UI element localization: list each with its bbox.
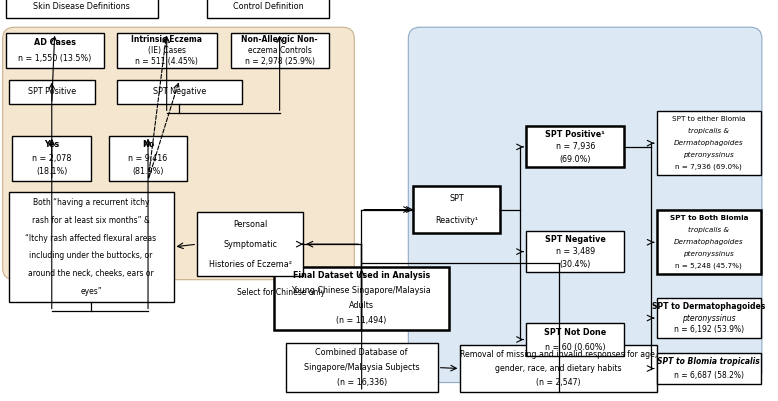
FancyBboxPatch shape bbox=[117, 79, 242, 104]
Text: n = 7,936: n = 7,936 bbox=[555, 142, 595, 152]
Text: around the neck, cheeks, ears or: around the neck, cheeks, ears or bbox=[28, 269, 154, 278]
Text: Removal of missing and invalid responses for age,: Removal of missing and invalid responses… bbox=[460, 350, 657, 358]
Text: n = 2,078: n = 2,078 bbox=[32, 154, 72, 163]
FancyBboxPatch shape bbox=[657, 352, 761, 385]
Text: SPT to Dermatophagoides: SPT to Dermatophagoides bbox=[652, 302, 766, 311]
Text: Combined Database of: Combined Database of bbox=[315, 348, 408, 357]
Text: including under the buttocks, or: including under the buttocks, or bbox=[30, 251, 152, 260]
Text: No: No bbox=[142, 140, 154, 149]
Text: Singapore/Malaysia Subjects: Singapore/Malaysia Subjects bbox=[304, 363, 419, 372]
FancyBboxPatch shape bbox=[230, 33, 329, 68]
Text: pteronyssinus: pteronyssinus bbox=[684, 152, 734, 158]
Text: Personal: Personal bbox=[233, 220, 268, 229]
FancyBboxPatch shape bbox=[657, 111, 761, 175]
Text: pteronyssinus: pteronyssinus bbox=[682, 314, 736, 322]
Text: (30.4%): (30.4%) bbox=[559, 259, 591, 269]
Text: n = 6,192 (53.9%): n = 6,192 (53.9%) bbox=[674, 325, 744, 334]
Text: Symptomatic: Symptomatic bbox=[223, 240, 277, 249]
Text: SPT Negative: SPT Negative bbox=[152, 87, 206, 96]
Text: Yes: Yes bbox=[44, 140, 59, 149]
Text: n = 6,687 (58.2%): n = 6,687 (58.2%) bbox=[674, 371, 744, 380]
Text: (n = 16,336): (n = 16,336) bbox=[337, 378, 387, 387]
Text: n = 1,550 (13.5%): n = 1,550 (13.5%) bbox=[18, 54, 91, 63]
FancyBboxPatch shape bbox=[12, 136, 91, 180]
Text: tropicalis &: tropicalis & bbox=[689, 227, 729, 233]
Text: pteronyssinus: pteronyssinus bbox=[684, 251, 734, 257]
FancyBboxPatch shape bbox=[9, 192, 173, 302]
Text: Final Dataset Used in Analysis: Final Dataset Used in Analysis bbox=[293, 271, 429, 280]
Text: SPT to Blomia tropicalis: SPT to Blomia tropicalis bbox=[657, 357, 760, 366]
Text: Skin Disease Definitions: Skin Disease Definitions bbox=[33, 2, 130, 11]
Text: SPT Positive: SPT Positive bbox=[28, 87, 75, 96]
Text: (n = 11,494): (n = 11,494) bbox=[336, 316, 387, 325]
Text: SPT to Both Blomia: SPT to Both Blomia bbox=[670, 215, 748, 221]
Text: SPT to either Blomia: SPT to either Blomia bbox=[672, 116, 745, 122]
FancyBboxPatch shape bbox=[413, 186, 499, 233]
Text: SPT: SPT bbox=[449, 194, 464, 203]
Text: Intrinsic Eczema: Intrinsic Eczema bbox=[131, 35, 202, 45]
Text: Histories of Eczema²: Histories of Eczema² bbox=[209, 259, 292, 269]
Text: Non-Allergic Non-: Non-Allergic Non- bbox=[241, 35, 318, 45]
Text: (IE) Cases: (IE) Cases bbox=[148, 46, 186, 55]
Text: Adults: Adults bbox=[349, 302, 373, 310]
Text: Dermatophagoides: Dermatophagoides bbox=[674, 239, 744, 245]
Text: gender, race, and dietary habits: gender, race, and dietary habits bbox=[496, 364, 622, 373]
FancyBboxPatch shape bbox=[9, 79, 95, 104]
Text: (18.1%): (18.1%) bbox=[36, 167, 68, 176]
Text: (69.0%): (69.0%) bbox=[559, 155, 591, 164]
FancyBboxPatch shape bbox=[526, 126, 625, 168]
FancyBboxPatch shape bbox=[117, 33, 217, 68]
Text: Dermatophagoides: Dermatophagoides bbox=[674, 140, 744, 146]
Text: n = 9,416: n = 9,416 bbox=[128, 154, 167, 163]
Text: (n = 2,547): (n = 2,547) bbox=[536, 379, 581, 387]
FancyBboxPatch shape bbox=[274, 267, 449, 330]
Text: n = 60 (0.60%): n = 60 (0.60%) bbox=[545, 342, 605, 352]
Text: SPT Positive¹: SPT Positive¹ bbox=[545, 130, 605, 139]
FancyBboxPatch shape bbox=[408, 27, 762, 383]
Text: n = 2,978 (25.9%): n = 2,978 (25.9%) bbox=[244, 57, 314, 66]
Text: “Itchy rash affected flexural areas: “Itchy rash affected flexural areas bbox=[26, 233, 156, 243]
Text: n = 7,936 (69.0%): n = 7,936 (69.0%) bbox=[675, 164, 742, 170]
Text: Reactivity¹: Reactivity¹ bbox=[435, 216, 478, 225]
Text: AD Cases: AD Cases bbox=[33, 38, 75, 47]
Text: n = 5,248 (45.7%): n = 5,248 (45.7%) bbox=[675, 263, 742, 269]
FancyBboxPatch shape bbox=[657, 298, 761, 338]
FancyBboxPatch shape bbox=[286, 343, 438, 392]
FancyBboxPatch shape bbox=[197, 213, 303, 276]
FancyBboxPatch shape bbox=[109, 136, 187, 180]
Text: Young Chinese Singapore/Malaysia: Young Chinese Singapore/Malaysia bbox=[291, 286, 431, 296]
FancyBboxPatch shape bbox=[526, 323, 625, 356]
Text: SPT Not Done: SPT Not Done bbox=[544, 328, 606, 336]
Text: Both “having a recurrent itchy: Both “having a recurrent itchy bbox=[33, 198, 149, 207]
FancyBboxPatch shape bbox=[2, 27, 354, 279]
Text: tropicalis &: tropicalis & bbox=[689, 128, 729, 134]
FancyBboxPatch shape bbox=[207, 0, 329, 18]
FancyBboxPatch shape bbox=[526, 231, 625, 272]
Text: rash for at least six months” &: rash for at least six months” & bbox=[32, 216, 150, 225]
FancyBboxPatch shape bbox=[657, 211, 761, 274]
Text: SPT Negative: SPT Negative bbox=[545, 235, 606, 244]
FancyBboxPatch shape bbox=[5, 0, 158, 18]
Text: (81.9%): (81.9%) bbox=[132, 167, 164, 176]
FancyBboxPatch shape bbox=[461, 345, 657, 392]
FancyBboxPatch shape bbox=[5, 33, 103, 68]
Text: n = 3,489: n = 3,489 bbox=[555, 247, 595, 256]
Text: Control Definition: Control Definition bbox=[233, 2, 303, 11]
Text: n = 511 (4.45%): n = 511 (4.45%) bbox=[135, 57, 198, 66]
Text: eyes”: eyes” bbox=[80, 287, 102, 296]
Text: eczema Controls: eczema Controls bbox=[247, 46, 311, 55]
Text: Select for Chinese only: Select for Chinese only bbox=[237, 288, 325, 297]
